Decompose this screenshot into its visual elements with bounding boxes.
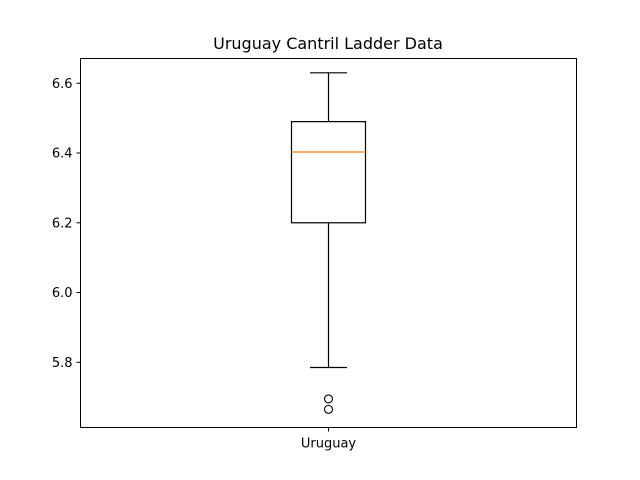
iqr-box [290,121,367,224]
outlier-point [323,404,334,414]
y-axis: 5.8 6.0 6.2 6.4 6.6 [52,77,81,371]
y-tick-label: 6.0 [52,286,73,301]
y-tick-label: 5.8 [52,356,73,371]
y-tick-label: 6.6 [52,77,73,92]
x-axis: Uruguay [301,427,357,452]
plot-marks [290,72,367,414]
outlier-point [323,394,334,404]
x-tick-label: Uruguay [301,437,357,452]
plot-frame [80,58,577,428]
y-tick-label: 6.4 [52,147,73,162]
chart-title: Uruguay Cantril Ladder Data [213,34,443,53]
y-tick-label: 6.2 [52,216,73,231]
